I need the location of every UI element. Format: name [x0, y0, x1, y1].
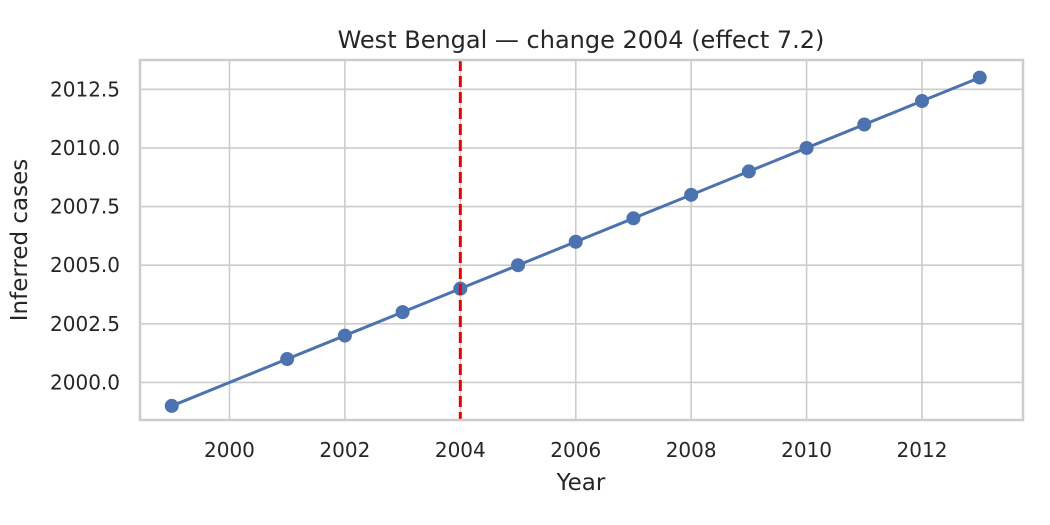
data-point [337, 328, 352, 343]
x-tick-label: 2008 [666, 438, 717, 462]
y-tick-label: 2005.0 [50, 253, 120, 277]
y-tick-label: 2010.0 [50, 136, 120, 160]
plot-frame [138, 58, 1025, 422]
data-point [626, 211, 641, 226]
grid-lines [140, 60, 1023, 420]
data-point [511, 258, 526, 273]
data-point [972, 70, 987, 85]
y-tick-label: 2002.5 [50, 312, 120, 336]
x-tick-label: 2002 [319, 438, 370, 462]
x-tick-label: 2010 [781, 438, 832, 462]
x-tick-labels: 2000 2002 2004 2006 2008 2010 2012 [204, 438, 947, 462]
series-layer [164, 70, 987, 413]
x-tick-label: 2006 [550, 438, 601, 462]
data-point [684, 187, 699, 202]
x-tick-label: 2004 [435, 438, 486, 462]
series-line [171, 76, 981, 408]
data-point [799, 140, 814, 155]
data-point [164, 398, 179, 413]
y-tick-label: 2007.5 [50, 195, 120, 219]
y-tick-label: 2012.5 [50, 77, 120, 101]
x-tick-label: 2012 [897, 438, 948, 462]
data-point [280, 352, 295, 367]
data-point [857, 117, 872, 132]
y-tick-labels: 2000.0 2002.5 2005.0 2007.5 2010.0 2012.5 [50, 77, 120, 394]
x-tick-label: 2000 [204, 438, 255, 462]
y-tick-label: 2000.0 [50, 370, 120, 394]
x-axis-label: Year [556, 470, 606, 496]
chart-title: West Bengal — change 2004 (effect 7.2) [338, 26, 825, 54]
y-axis-label: Inferred cases [7, 159, 33, 322]
data-point [741, 164, 756, 179]
data-point [568, 234, 583, 249]
data-point [395, 305, 410, 320]
data-point [915, 94, 929, 109]
